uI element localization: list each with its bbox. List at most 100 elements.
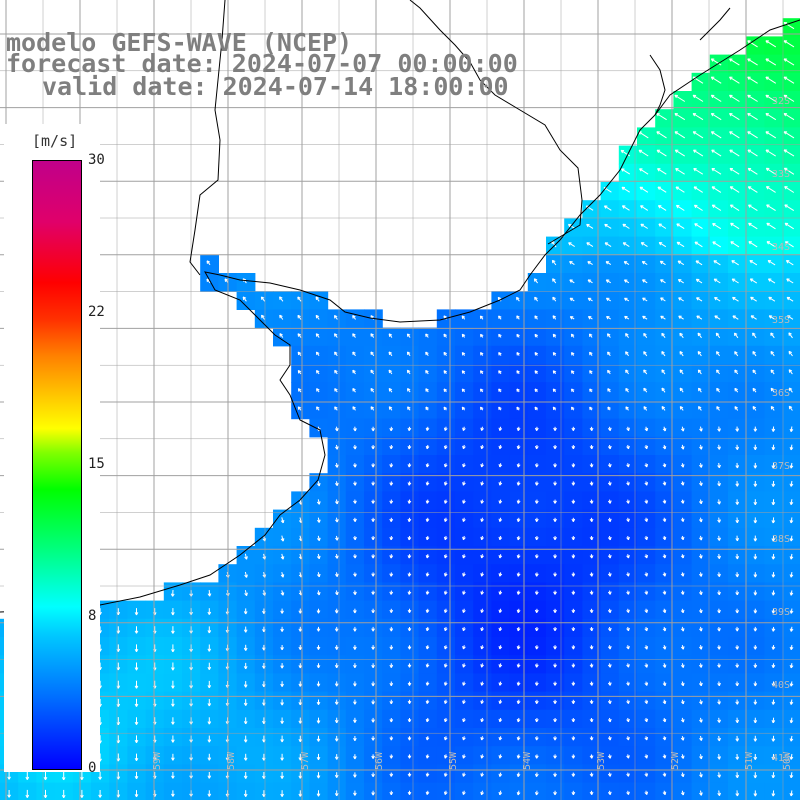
wind-arrow xyxy=(443,590,448,595)
wind-arrow xyxy=(389,590,394,595)
wind-arrow xyxy=(735,517,740,524)
wind-arrow xyxy=(771,480,776,487)
wind-arrow xyxy=(353,499,357,504)
wind-arrow xyxy=(571,406,575,411)
wind-arrow xyxy=(768,315,776,320)
wind-arrow xyxy=(389,426,394,432)
wind-arrow xyxy=(644,444,649,450)
wind-arrow xyxy=(371,463,375,468)
wind-arrow xyxy=(571,352,575,356)
wind-arrow xyxy=(370,387,375,393)
wind-arrow xyxy=(680,572,685,577)
wind-arrow xyxy=(717,608,721,614)
wind-arrow xyxy=(567,223,576,229)
wind-arrow xyxy=(783,40,795,48)
wind-arrow xyxy=(607,554,612,559)
wind-speed-cell xyxy=(782,72,800,92)
wind-arrow xyxy=(516,572,521,577)
wind-arrow xyxy=(406,333,411,338)
latitude-label: 40S xyxy=(772,680,790,691)
wind-arrow xyxy=(699,462,703,468)
wind-arrow xyxy=(516,626,521,632)
longitude-label: 50W xyxy=(782,751,793,770)
wind-arrow xyxy=(498,517,503,522)
wind-arrow xyxy=(589,463,594,468)
wind-arrow xyxy=(371,645,375,650)
wind-arrow xyxy=(641,261,648,266)
wind-arrow xyxy=(425,499,430,504)
wind-arrow xyxy=(783,58,795,66)
wind-arrow xyxy=(644,608,649,613)
wind-arrow xyxy=(134,626,139,634)
wind-arrow xyxy=(658,242,667,248)
wind-arrow xyxy=(699,608,703,614)
wind-arrow xyxy=(534,499,539,504)
wind-arrow xyxy=(334,406,338,411)
wind-arrow xyxy=(717,645,721,650)
wind-arrow xyxy=(622,242,630,248)
wind-arrow xyxy=(316,406,320,411)
wind-arrow xyxy=(242,296,247,302)
wind-arrow xyxy=(171,644,175,653)
wind-arrow xyxy=(677,279,684,284)
wind-arrow xyxy=(626,608,630,613)
wind-arrow xyxy=(171,608,175,616)
wind-arrow xyxy=(552,388,557,393)
wind-arrow xyxy=(729,76,740,84)
wind-arrow xyxy=(589,370,593,375)
wind-arrow xyxy=(498,315,502,320)
wind-arrow xyxy=(516,463,521,468)
wind-arrow xyxy=(443,333,447,338)
wind-speed-cell xyxy=(782,109,800,128)
wind-arrow xyxy=(498,463,503,468)
wind-arrow xyxy=(425,626,430,632)
wind-arrow xyxy=(280,517,285,524)
wind-speed-field xyxy=(0,18,800,800)
longitude-label: 53W xyxy=(596,751,607,770)
wind-arrow xyxy=(407,572,412,577)
wind-arrow xyxy=(569,316,575,320)
wind-arrow xyxy=(620,149,631,157)
wind-arrow xyxy=(462,608,466,613)
wind-speed-cell xyxy=(782,345,800,365)
colorbar-tick: 15 xyxy=(88,456,105,472)
wind-arrow xyxy=(644,463,649,468)
latitude-label: 33S xyxy=(772,169,790,180)
wind-arrow xyxy=(516,481,521,486)
wind-arrow xyxy=(730,241,740,248)
wind-arrow xyxy=(389,645,394,650)
wind-arrow xyxy=(370,369,375,375)
wind-arrow xyxy=(643,406,648,411)
wind-arrow xyxy=(516,517,521,523)
wind-arrow xyxy=(717,499,721,505)
wind-arrow xyxy=(553,517,557,522)
wind-arrow xyxy=(353,626,357,632)
wind-arrow xyxy=(462,572,466,577)
wind-arrow xyxy=(729,58,740,66)
wind-arrow xyxy=(735,590,740,596)
wind-arrow xyxy=(571,590,576,595)
wind-arrow xyxy=(711,149,722,157)
wind-speed-cell xyxy=(782,273,800,292)
wind-arrow xyxy=(732,296,739,302)
wind-arrow xyxy=(534,481,539,486)
wind-arrow xyxy=(699,444,703,450)
wind-arrow xyxy=(699,426,703,432)
wind-arrow xyxy=(729,167,740,175)
wind-arrow xyxy=(714,297,721,302)
wind-arrow xyxy=(729,131,740,139)
wind-arrow xyxy=(480,426,484,431)
wind-arrow xyxy=(735,499,740,505)
longitude-label: 52W xyxy=(670,751,681,770)
wind-arrow xyxy=(388,406,393,411)
wind-arrow xyxy=(694,223,703,230)
wind-arrow xyxy=(644,517,649,522)
wind-arrow xyxy=(661,387,666,393)
wind-arrow xyxy=(753,462,758,469)
latitude-label: 32S xyxy=(772,96,790,107)
wind-arrow xyxy=(587,279,593,284)
wind-arrow xyxy=(389,626,394,632)
wind-arrow xyxy=(789,590,794,596)
wind-arrow xyxy=(713,260,721,266)
wind-arrow xyxy=(516,535,521,541)
